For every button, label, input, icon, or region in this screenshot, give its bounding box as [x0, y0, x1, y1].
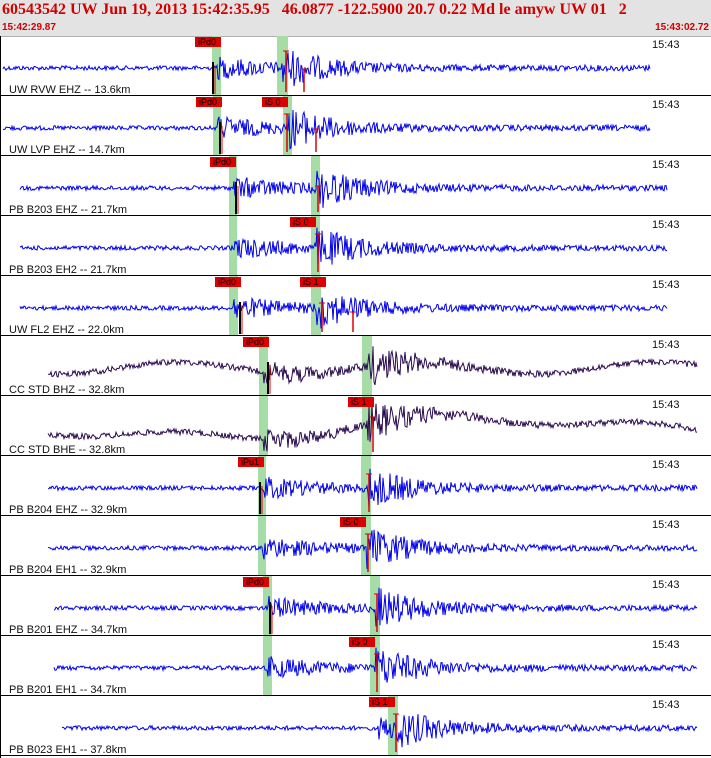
s-window: [361, 456, 371, 516]
pick-tag[interactable]: [196, 97, 222, 107]
trace-time-label: 15:43: [652, 339, 680, 351]
pick-tag[interactable]: [262, 97, 288, 107]
trace-row[interactable]: iPd0 iS 1 15:43 UW FL2 EHZ -- 22.0km: [0, 276, 711, 336]
pick-tag-label: iPu1: [241, 457, 259, 467]
station-label: PB B203 EHZ -- 21.7km: [9, 204, 127, 216]
pick-tag-label: iPd0: [218, 277, 236, 287]
trace-row[interactable]: iS 0 15:43 PB B204 EH1 -- 32.9km: [0, 516, 711, 576]
trace-time-label: 15:43: [652, 579, 680, 591]
trace-row[interactable]: iPu1 15:43 PB B204 EHZ -- 32.9km: [0, 456, 711, 516]
pick-tag-label: iPd0: [198, 37, 216, 47]
trace-time-label: 15:43: [652, 399, 680, 411]
pick-tag[interactable]: [210, 157, 236, 167]
pick-tag[interactable]: [300, 277, 326, 287]
p-window: [229, 216, 237, 276]
trace-row[interactable]: iPd0 15:43 PB B203 EHZ -- 21.7km: [0, 156, 711, 216]
pick-tag-label: iS 0: [343, 517, 359, 527]
s-window: [361, 516, 371, 576]
p-window: [263, 636, 272, 696]
trace-row[interactable]: iS 0 15:43 PB B203 EH2 -- 21.7km: [0, 216, 711, 276]
s-window: [370, 576, 380, 636]
p-window: [263, 576, 272, 636]
trace-row[interactable]: iS 1 15:43 CC STD BHE -- 32.8km: [0, 396, 711, 456]
event-header: 60543542 UW Jun 19, 2013 15:42:35.95 46.…: [0, 0, 711, 37]
p-window: [258, 516, 266, 576]
station-label: UW RVW EHZ -- 13.6km: [9, 84, 130, 96]
pick-tag[interactable]: [195, 37, 221, 47]
pick-tag[interactable]: [290, 217, 316, 227]
trace-row[interactable]: iS 0 15:43 PB B201 EH1 -- 34.7km: [0, 636, 711, 696]
trace-row[interactable]: iPd0 iS 0 15:43 UW LVP EHZ -- 14.7km: [0, 96, 711, 156]
waveform: [19, 227, 668, 266]
pick-tag-label: iS 1: [351, 397, 367, 407]
pick-tag-label: iPd0: [246, 577, 264, 587]
trace-time-label: 15:43: [652, 279, 680, 291]
station-label: UW FL2 EHZ -- 22.0km: [9, 324, 124, 336]
station-label: CC STD BHZ -- 32.8km: [9, 384, 125, 396]
waveform: [53, 587, 698, 627]
trace-row[interactable]: iS 1 15:43 PB B023 EH1 -- 37.8km: [0, 696, 711, 756]
pick-tag-label: iPd0: [213, 157, 231, 167]
station-label: PB B204 EHZ -- 32.9km: [9, 504, 127, 516]
trace-time-label: 15:43: [652, 699, 680, 711]
end-time: 15:43:02.72: [655, 22, 709, 33]
waveform: [47, 468, 698, 508]
s-window: [388, 696, 398, 756]
pick-tag[interactable]: [349, 637, 375, 647]
pick-tag[interactable]: [215, 277, 241, 287]
trace-row[interactable]: iPd0 15:43 CC STD BHZ -- 32.8km: [0, 336, 711, 396]
pick-tag[interactable]: [348, 397, 374, 407]
trace-time-label: 15:43: [652, 219, 680, 231]
p-window: [259, 336, 268, 396]
waveform: [2, 109, 651, 150]
station-label: PB B023 EH1 -- 37.8km: [9, 744, 126, 756]
pick-tag-label: iS 0: [352, 637, 368, 647]
trace-row[interactable]: iPd0 15:43 PB B201 EHZ -- 34.7km: [0, 576, 711, 636]
trace-time-label: 15:43: [652, 519, 680, 531]
trace-time-label: 15:43: [652, 39, 680, 51]
station-label: PB B201 EH1 -- 34.7km: [9, 684, 126, 696]
waveform: [47, 346, 698, 386]
trace-time-label: 15:43: [652, 639, 680, 651]
pick-tag-label: iPd0: [199, 97, 217, 107]
station-label: PB B201 EHZ -- 34.7km: [9, 624, 127, 636]
station-label: UW LVP EHZ -- 14.7km: [9, 144, 125, 156]
pick-tag[interactable]: [238, 457, 264, 467]
trace-time-label: 15:43: [652, 159, 680, 171]
start-time: 15:42:29.87: [2, 22, 56, 33]
pick-tag-label: iS 1: [372, 697, 388, 707]
station-label: PB B203 EH2 -- 21.7km: [9, 264, 126, 276]
waveform: [19, 296, 668, 329]
station-label: CC STD BHE -- 32.8km: [9, 444, 125, 456]
pick-tag[interactable]: [340, 517, 366, 527]
pick-tag[interactable]: [243, 337, 269, 347]
waveform: [61, 714, 698, 748]
s-window: [311, 276, 321, 336]
pick-tag-label: iS 1: [303, 277, 319, 287]
station-label: PB B204 EH1 -- 32.9km: [9, 564, 126, 576]
trace-row[interactable]: iPd0 15:43 UW RVW EHZ -- 13.6km: [0, 36, 711, 96]
pick-tag[interactable]: [369, 697, 395, 707]
pick-tag[interactable]: [243, 577, 269, 587]
waveform: [47, 529, 698, 569]
waveform: [53, 647, 698, 683]
waveform: [2, 50, 651, 87]
trace-time-label: 15:43: [652, 459, 680, 471]
pick-tag-label: iS 0: [293, 217, 309, 227]
waveform: [19, 170, 668, 208]
pick-tag-label: iS 0: [265, 97, 281, 107]
seismogram-panel[interactable]: iPd0 15:43 UW RVW EHZ -- 13.6km iPd0 iS 0 15:…: [0, 36, 711, 758]
trace-time-label: 15:43: [652, 99, 680, 111]
event-title: 60543542 UW Jun 19, 2013 15:42:35.95 46.…: [2, 1, 627, 18]
pick-tag-label: iPd0: [246, 337, 264, 347]
p-window: [259, 396, 268, 456]
